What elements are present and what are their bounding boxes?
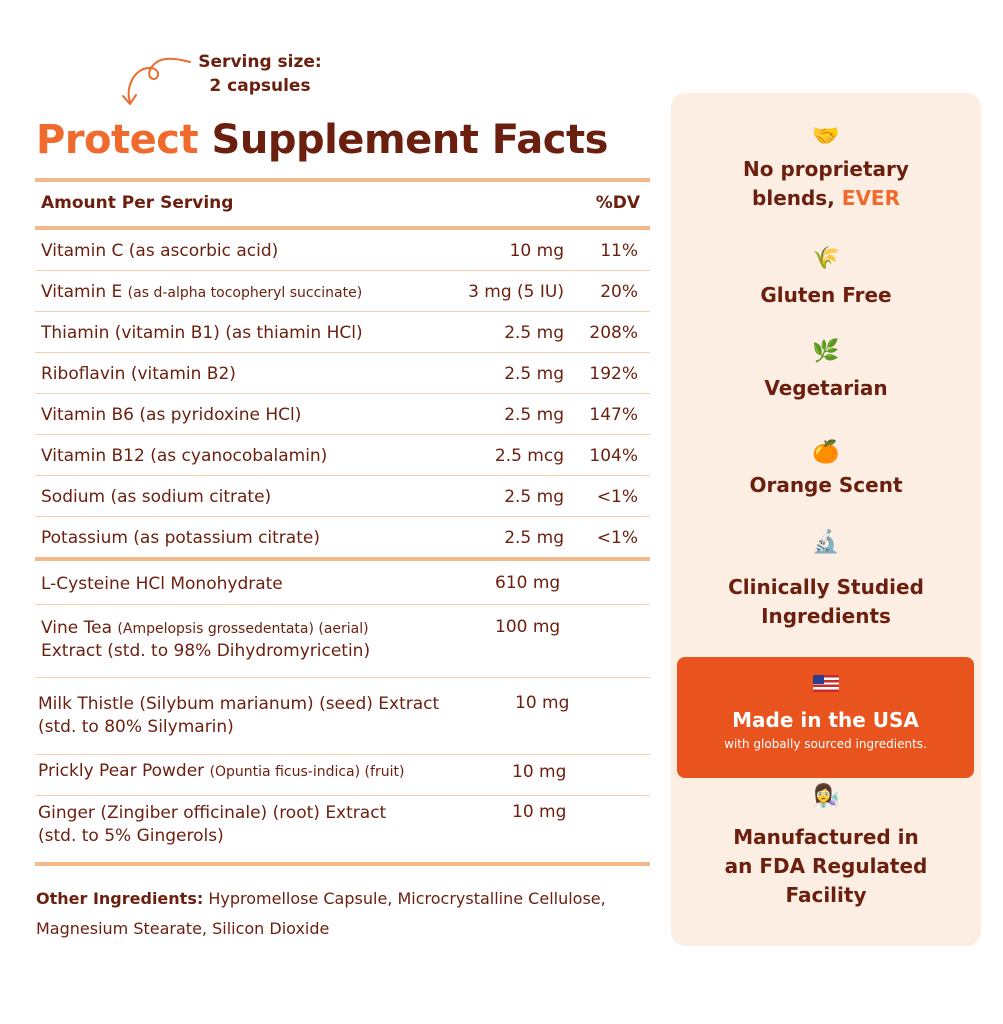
feature-label: No proprietary blends, EVER <box>743 157 909 210</box>
nutrient-dv: 192% <box>589 364 638 384</box>
table-row: Vine Tea (Ampelopsis grossedentata) (aer… <box>35 605 650 677</box>
orange-icon: 🍊 <box>812 440 840 465</box>
feature-no-proprietary-blends: 🤝 No proprietary blends, EVER <box>671 123 981 213</box>
table-row: Vitamin B12 (as cyanocobalamin) 2.5 mcg … <box>35 435 650 475</box>
divider <box>35 178 650 182</box>
ingredient-name: Prickly Pear Powder (Opuntia ficus-indic… <box>38 761 405 781</box>
nutrient-dv: <1% <box>596 528 638 548</box>
feature-label: Vegetarian <box>764 376 888 400</box>
nutrient-amount: 2.5 mg <box>504 528 564 548</box>
microscope-icon: 🔬 <box>812 530 840 555</box>
nutrient-dv: 11% <box>600 241 638 261</box>
nutrient-amount: 2.5 mg <box>504 487 564 507</box>
divider <box>35 226 650 230</box>
table-row: L-Cysteine HCl Monohydrate 610 mg <box>35 561 650 604</box>
amount-per-serving-label: Amount Per Serving <box>41 193 234 213</box>
made-in-usa-banner: Made in the USA with globally sourced in… <box>677 657 974 778</box>
feature-panel: 🤝 No proprietary blends, EVER 🌾 Gluten Fr… <box>671 93 981 946</box>
nutrient-name: Vitamin E (as d-alpha tocopheryl succina… <box>41 282 363 302</box>
serving-size-label: Serving size: <box>198 52 322 72</box>
title-text: Supplement Facts <box>211 117 609 163</box>
nutrient-dv: 147% <box>589 405 638 425</box>
ingredient-amount: 10 mg <box>512 802 567 822</box>
feature-label: Gluten Free <box>760 283 892 307</box>
dv-label: %DV <box>595 193 640 213</box>
feature-vegetarian: 🌿 Vegetarian <box>671 338 981 403</box>
table-row: Potassium (as potassium citrate) 2.5 mg … <box>35 517 650 557</box>
table-row: Vitamin E (as d-alpha tocopheryl succina… <box>35 271 650 311</box>
feature-label: Orange Scent <box>749 473 903 497</box>
serving-size: Serving size: 2 capsules <box>190 50 330 98</box>
other-ingredients: Other Ingredients: Hypromellose Capsule,… <box>36 884 626 944</box>
ingredient-name: Milk Thistle (Silybum marianum) (seed) E… <box>38 694 440 737</box>
feature-fda-facility: 👩‍🔬 Manufactured in an FDA Regulated Facil… <box>671 783 981 910</box>
curved-arrow-icon <box>122 57 191 105</box>
feature-gluten-free: 🌾 Gluten Free <box>671 245 981 310</box>
table-row: Milk Thistle (Silybum marianum) (seed) E… <box>35 678 650 754</box>
nutrient-dv: 104% <box>589 446 638 466</box>
table-row: Ginger (Zingiber officinale) (root) Extr… <box>35 796 650 862</box>
ingredient-amount: 10 mg <box>515 693 570 713</box>
divider <box>35 557 650 561</box>
nutrient-amount: 2.5 mg <box>504 405 564 425</box>
herb-icon: 🌿 <box>812 339 840 364</box>
nutrient-name: Riboflavin (vitamin B2) <box>41 364 236 384</box>
ingredient-amount: 10 mg <box>512 762 567 782</box>
nutrient-amount: 2.5 mg <box>504 364 564 384</box>
table-row: Thiamin (vitamin B1) (as thiamin HCl) 2.… <box>35 312 650 352</box>
nutrient-name: Vitamin C (as ascorbic acid) <box>41 241 279 261</box>
ingredient-name: L-Cysteine HCl Monohydrate <box>41 574 283 594</box>
nutrient-amount: 2.5 mcg <box>494 446 564 466</box>
table-row: Vitamin C (as ascorbic acid) 10 mg 11% <box>35 230 650 270</box>
scientist-icon: 👩‍🔬 <box>812 784 840 809</box>
wheat-icon: 🌾 <box>812 246 840 271</box>
nutrient-dv: 208% <box>589 323 638 343</box>
other-ingredients-text: Hypromellose Capsule, Microcrystalline C… <box>36 889 606 938</box>
ingredient-name: Ginger (Zingiber officinale) (root) Extr… <box>38 803 387 846</box>
ingredient-amount: 610 mg <box>495 573 561 593</box>
title-brand: Protect <box>36 117 199 163</box>
table-header: Amount Per Serving %DV <box>35 182 650 226</box>
nutrient-name: Vitamin B6 (as pyridoxine HCl) <box>41 405 302 425</box>
feature-clinically-studied: 🔬 Clinically Studied Ingredients <box>671 529 981 631</box>
nutrient-name: Potassium (as potassium citrate) <box>41 528 320 548</box>
nutrient-amount: 10 mg <box>509 241 564 261</box>
ingredient-name: Vine Tea (Ampelopsis grossedentata) (aer… <box>41 618 371 661</box>
table-row: Prickly Pear Powder (Opuntia ficus-indic… <box>35 755 650 795</box>
serving-size-value: 2 capsules <box>209 76 311 96</box>
feature-label: Clinically Studied Ingredients <box>728 575 924 628</box>
other-ingredients-label: Other Ingredients: <box>36 889 204 908</box>
nutrient-dv: <1% <box>596 487 638 507</box>
table-row: Vitamin B6 (as pyridoxine HCl) 2.5 mg 14… <box>35 394 650 434</box>
ingredient-amount: 100 mg <box>495 617 561 637</box>
nutrient-name: Vitamin B12 (as cyanocobalamin) <box>41 446 328 466</box>
feature-label: Manufactured in an FDA Regulated Facility <box>724 825 928 907</box>
table-row: Sodium (as sodium citrate) 2.5 mg <1% <box>35 476 650 516</box>
nutrient-name: Thiamin (vitamin B1) (as thiamin HCl) <box>41 323 363 343</box>
made-in-usa-subtitle: with globally sourced ingredients. <box>724 737 927 751</box>
handshake-icon: 🤝 <box>812 124 840 149</box>
nutrient-amount: 3 mg (5 IU) <box>468 282 564 302</box>
nutrient-name: Sodium (as sodium citrate) <box>41 487 272 507</box>
page-title: Protect Supplement Facts <box>36 110 608 170</box>
feature-orange-scent: 🍊 Orange Scent <box>671 439 981 500</box>
made-in-usa-title: Made in the USA <box>732 708 919 732</box>
nutrient-dv: 20% <box>600 282 638 302</box>
us-flag-icon <box>677 669 974 695</box>
divider <box>35 862 650 866</box>
nutrient-amount: 2.5 mg <box>504 323 564 343</box>
table-row: Riboflavin (vitamin B2) 2.5 mg 192% <box>35 353 650 393</box>
supplement-facts-table: Amount Per Serving %DV Vitamin C (as asc… <box>35 178 650 866</box>
